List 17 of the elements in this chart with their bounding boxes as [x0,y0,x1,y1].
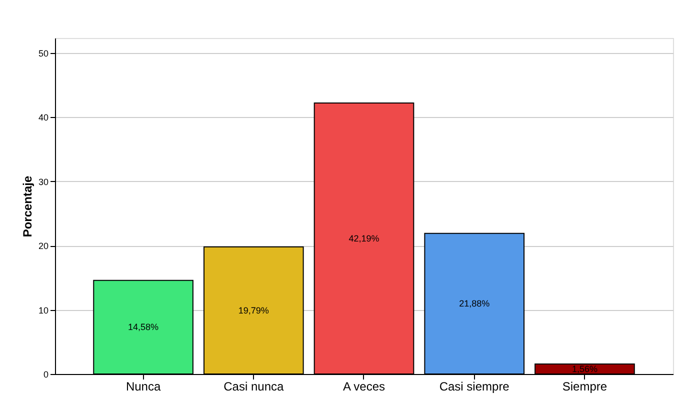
x-tick-label: Siempre [562,380,608,394]
y-tick-label: 0 [43,370,48,380]
y-tick-label: 10 [38,305,48,316]
y-tick-label: 40 [38,112,48,123]
y-tick-label: 20 [38,241,48,252]
data-label: 1,56% [572,364,598,374]
data-label: 42,19% [348,233,380,244]
x-tick-label: Casi siempre [439,380,510,394]
y-tick-label: 50 [38,48,48,58]
data-label: 21,88% [459,298,490,309]
x-tick-label: Casi nunca [224,380,284,394]
data-label: 14,58% [128,322,159,332]
y-axis-title: Porcentaje [20,175,34,238]
y-tick-label: 30 [38,176,48,187]
x-tick-label: A veces [342,380,386,394]
x-tick-label: Nunca [126,380,161,394]
data-label: 19,79% [238,305,269,316]
